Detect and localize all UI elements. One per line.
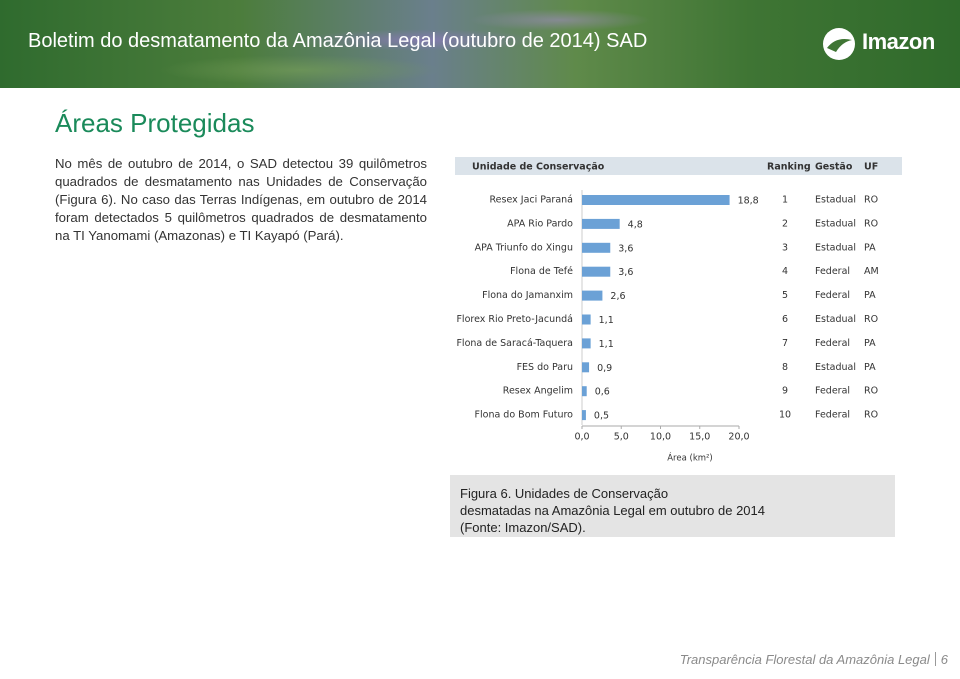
section-title: Áreas Protegidas: [55, 108, 255, 138]
bar: [582, 362, 590, 373]
gestao: Federal: [815, 386, 850, 397]
caption-line: Figura 6. Unidades de Conservação: [460, 486, 669, 501]
uf: PA: [864, 290, 876, 301]
bar: [582, 386, 587, 397]
ranking: 4: [782, 266, 788, 277]
value-label: 18,8: [738, 196, 759, 207]
gestao: Estadual: [815, 195, 856, 206]
value-label: 0,6: [595, 387, 610, 398]
uf: PA: [864, 362, 876, 373]
header: Boletim do desmatamento da Amazônia Lega…: [0, 0, 960, 88]
category-label: Resex Angelim: [503, 386, 573, 397]
bar: [582, 314, 591, 325]
ranking: 8: [782, 362, 788, 373]
bar: [582, 338, 591, 349]
value-label: 0,5: [594, 411, 609, 422]
uf: RO: [864, 410, 878, 421]
bar: [582, 266, 611, 277]
bar: [582, 290, 603, 301]
column-header: Unidade de Conservação: [472, 162, 605, 173]
category-label: Resex Jaci Paraná: [490, 195, 574, 206]
footer-text: Transparência Florestal da Amazônia Lega…: [679, 652, 930, 667]
uf: RO: [864, 314, 878, 325]
ranking: 5: [782, 290, 788, 301]
logo: Imazon: [822, 26, 942, 62]
logo-icon: [823, 28, 855, 60]
paragraph: No mês de outubro de 2014, o SAD detecto…: [55, 156, 427, 243]
column-header: UF: [864, 162, 878, 173]
column-header: Ranking: [767, 162, 811, 173]
header-title: Boletim do desmatamento da Amazônia Lega…: [28, 30, 648, 52]
ranking: 1: [782, 195, 788, 206]
gestao: Federal: [815, 338, 850, 349]
uf: RO: [864, 386, 878, 397]
value-label: 1,1: [599, 339, 614, 350]
category-label: APA Triunfo do Xingu: [475, 242, 573, 253]
column-header: Gestão: [815, 162, 853, 173]
category-label: Flona do Bom Futuro: [475, 410, 574, 421]
caption-line: (Fonte: Imazon/SAD).: [460, 520, 586, 535]
uf: PA: [864, 242, 876, 253]
bar: [582, 410, 586, 421]
x-tick-label: 0,0: [574, 432, 589, 443]
value-label: 3,6: [618, 267, 633, 278]
ranking: 6: [782, 314, 788, 325]
gestao: Federal: [815, 290, 850, 301]
gestao: Estadual: [815, 362, 856, 373]
ranking: 7: [782, 338, 788, 349]
category-label: FES do Paru: [517, 362, 573, 373]
uf: PA: [864, 338, 876, 349]
logo-text: Imazon: [862, 29, 935, 54]
ranking: 10: [779, 410, 791, 421]
footer: Transparência Florestal da Amazônia Lega…: [680, 652, 948, 667]
value-label: 2,6: [610, 291, 625, 302]
caption: Figura 6. Unidades de Conservação desmata…: [450, 475, 895, 537]
value-label: 4,8: [628, 219, 643, 230]
uf: RO: [864, 195, 878, 206]
uf: RO: [864, 218, 878, 229]
x-tick-label: 15,0: [689, 432, 710, 443]
uf: AM: [864, 266, 879, 277]
page-number: 6: [940, 652, 948, 667]
category-label: Florex Rio Preto-Jacundá: [456, 314, 573, 325]
x-tick-label: 5,0: [614, 432, 629, 443]
gestao: Federal: [815, 266, 850, 277]
ranking: 3: [782, 242, 788, 253]
gestao: Estadual: [815, 314, 856, 325]
gestao: Federal: [815, 410, 850, 421]
gestao: Estadual: [815, 218, 856, 229]
category-label: Flona de Saracá-Taquera: [456, 338, 573, 349]
ranking: 9: [782, 386, 788, 397]
category-label: APA Rio Pardo: [507, 218, 573, 229]
category-label: Flona do Jamanxim: [482, 290, 573, 301]
value-label: 1,1: [599, 315, 614, 326]
bar: [582, 218, 620, 229]
separator: [934, 652, 936, 666]
gestao: Estadual: [815, 242, 856, 253]
ranking: 2: [782, 218, 788, 229]
x-axis-label: Área (km²): [667, 452, 713, 464]
caption-line: desmatadas na Amazônia Legal em outubro …: [460, 503, 765, 518]
category-label: Flona de Tefé: [510, 266, 573, 277]
value-label: 3,6: [618, 243, 633, 254]
x-tick-label: 20,0: [728, 432, 749, 443]
value-label: 0,9: [597, 363, 612, 374]
table-header-bar: [455, 157, 902, 175]
bar: [582, 242, 611, 253]
x-tick-label: 10,0: [650, 432, 671, 443]
bar: [582, 195, 730, 205]
